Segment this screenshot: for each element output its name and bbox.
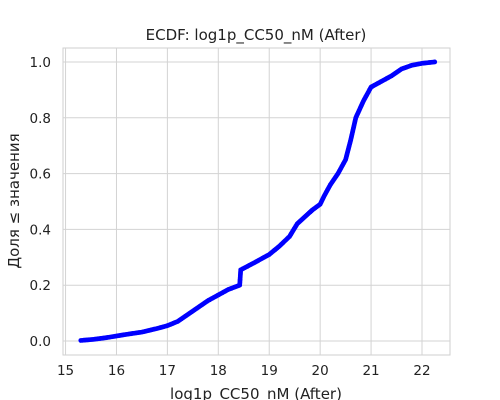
x-tick-label: 19 xyxy=(261,363,278,379)
y-tick-labels: 0.0 0.2 0.4 0.6 0.8 1.0 xyxy=(30,55,51,350)
data-point xyxy=(432,59,438,65)
x-axis-label: log1p_CC50_nM (After) xyxy=(170,385,342,400)
x-tick-label: 16 xyxy=(108,363,125,379)
x-tick-label: 18 xyxy=(210,363,227,379)
y-tick-label: 0.0 xyxy=(30,334,51,350)
x-tick-labels: 15 16 17 18 19 20 21 22 xyxy=(57,363,431,379)
y-axis-label: Доля ≤ значения xyxy=(5,133,23,268)
x-tick-label: 20 xyxy=(312,363,329,379)
y-tick-label: 0.6 xyxy=(30,167,51,183)
y-tick-label: 1.0 xyxy=(30,55,51,71)
y-tick-label: 0.2 xyxy=(30,278,51,294)
data-points xyxy=(78,59,438,343)
chart-title: ECDF: log1p_CC50_nM (After) xyxy=(146,26,367,45)
x-tick-label: 15 xyxy=(57,363,74,379)
plot-area xyxy=(62,47,451,356)
x-tick-label: 17 xyxy=(159,363,176,379)
x-tick-label: 22 xyxy=(413,363,430,379)
y-tick-label: 0.4 xyxy=(30,222,51,238)
y-tick-label: 0.8 xyxy=(30,111,51,127)
x-tick-label: 21 xyxy=(362,363,379,379)
